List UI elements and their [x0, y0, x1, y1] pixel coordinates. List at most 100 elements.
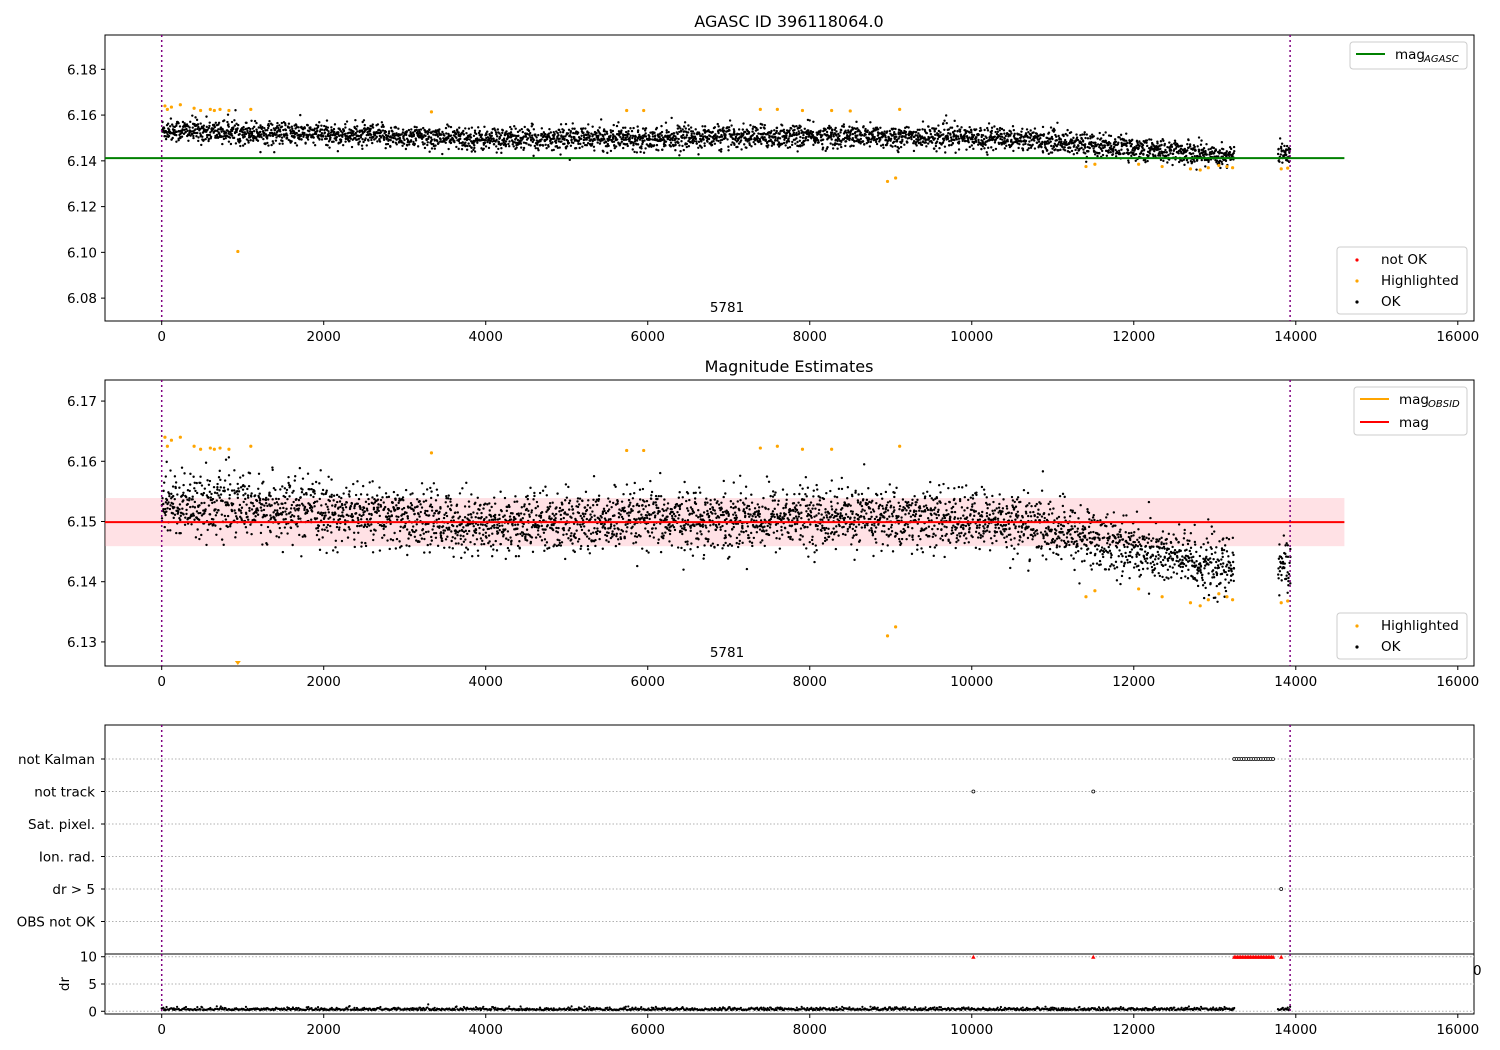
- agasc-ok-point: [255, 121, 258, 125]
- agasc-ok-point: [236, 127, 239, 130]
- agasc-highlighted-point: [163, 104, 167, 108]
- agasc-ok-point: [1012, 128, 1016, 132]
- agasc-legend-entry-not-ok: not OK: [1381, 252, 1428, 268]
- agasc-ok-point: [1066, 128, 1069, 132]
- agasc-ok-point: [268, 119, 271, 123]
- agasc-ok-point: [280, 133, 283, 136]
- agasc-ok-point: [1089, 137, 1092, 140]
- agasc-ok-point: [773, 129, 776, 132]
- estimates-ok-point: [302, 493, 306, 496]
- agasc-ok-point: [782, 141, 786, 145]
- agasc-ok-point: [402, 134, 406, 137]
- agasc-ok-point: [1197, 148, 1201, 151]
- estimates-ok-point: [249, 523, 252, 526]
- agasc-ok-point: [394, 126, 398, 129]
- estimates-ok-point: [315, 533, 319, 537]
- agasc-ok-point: [495, 151, 498, 154]
- agasc-ok-point: [359, 134, 363, 137]
- estimates-ok-point: [378, 549, 382, 552]
- agasc-ok-point: [897, 147, 901, 150]
- agasc-ok-point: [514, 127, 517, 130]
- estimates-ok-point: [193, 506, 197, 509]
- estimates-ok-point: [285, 522, 288, 526]
- estimates-ok-point: [348, 528, 351, 531]
- estimates-ok-point: [277, 497, 280, 501]
- agasc-ok-point: [223, 119, 226, 122]
- agasc-ok-point: [235, 122, 238, 125]
- estimates-ok-point: [228, 497, 231, 500]
- estimates-ok-point: [218, 469, 221, 473]
- estimates-ok-point: [274, 488, 277, 492]
- agasc-ok-point: [904, 133, 908, 136]
- agasc-ok-point: [315, 123, 318, 127]
- agasc-ok-point: [358, 140, 361, 143]
- agasc-ok-point: [275, 133, 278, 136]
- agasc-ok-point: [573, 136, 576, 139]
- estimates-ok-point: [168, 494, 171, 498]
- agasc-ok-point: [582, 141, 585, 145]
- agasc-ok-point: [188, 126, 191, 129]
- agasc-ok-point: [716, 122, 719, 126]
- agasc-highlighted-point: [1084, 164, 1088, 169]
- agasc-ok-point: [1039, 145, 1043, 148]
- agasc-ok-point: [280, 136, 284, 139]
- agasc-ok-point: [617, 130, 621, 133]
- agasc-ok-point: [196, 127, 199, 131]
- agasc-ok-point: [435, 130, 438, 134]
- agasc-ok-point: [1046, 139, 1049, 143]
- agasc-ok-point: [592, 145, 596, 148]
- agasc-ok-point: [781, 142, 784, 146]
- agasc-ok-point: [1158, 152, 1162, 155]
- agasc-ok-point: [1169, 149, 1173, 152]
- agasc-ok-point: [439, 133, 443, 136]
- estimates-ok-point: [210, 492, 213, 496]
- agasc-ok-point: [1076, 147, 1079, 150]
- estimates-ok-point: [172, 494, 175, 498]
- agasc-ok-point: [931, 137, 935, 140]
- estimates-ok-point: [234, 531, 238, 534]
- agasc-ok-point: [715, 139, 718, 142]
- agasc-ok-point: [920, 143, 924, 147]
- agasc-ok-point: [719, 150, 723, 153]
- agasc-ok-point: [775, 129, 778, 133]
- estimates-ok-point: [386, 512, 390, 515]
- agasc-ok-point: [1101, 144, 1104, 147]
- agasc-ok-point: [238, 137, 242, 141]
- agasc-ok-point: [1175, 150, 1179, 154]
- agasc-ok-point: [281, 139, 284, 143]
- estimates-ok-point: [394, 547, 398, 550]
- estimates-ok-point: [301, 488, 304, 491]
- agasc-highlighted-point: [236, 249, 240, 254]
- estimates-ok-point: [269, 514, 272, 517]
- agasc-ok-point: [458, 141, 461, 145]
- agasc-ok-point: [713, 126, 717, 129]
- agasc-ok-point: [947, 128, 951, 131]
- agasc-ok-point: [867, 136, 870, 139]
- agasc-ok-point: [232, 126, 235, 129]
- agasc-ok-point: [925, 145, 928, 148]
- estimates-ok-point: [436, 544, 440, 548]
- agasc-ok-point: [1195, 158, 1199, 162]
- estimates-ok-point: [247, 518, 250, 521]
- agasc-ok-point: [614, 136, 618, 140]
- agasc-ok-point: [669, 145, 673, 148]
- agasc-ok-point: [579, 142, 582, 146]
- agasc-ok-point: [276, 121, 279, 125]
- estimates-ok-point: [371, 538, 375, 542]
- agasc-ok-point: [298, 137, 301, 141]
- agasc-ok-point: [384, 130, 388, 134]
- estimates-ok-point: [363, 510, 367, 513]
- estimates-ok-point: [314, 480, 318, 484]
- estimates-ok-point: [198, 537, 201, 541]
- estimates-plot-area: 0 2000 4000 6000 8000 10000 12000 14000 160006.1…: [67, 379, 1479, 690]
- estimates-ok-point: [237, 490, 241, 493]
- estimates-ok-point: [211, 497, 215, 501]
- agasc-ok-point: [1102, 133, 1105, 137]
- agasc-ok-point: [636, 136, 640, 140]
- agasc-ok-point: [1277, 148, 1280, 151]
- agasc-ok-point: [189, 120, 192, 124]
- agasc-ok-point: [333, 130, 336, 134]
- agasc-ok-point: [935, 141, 938, 144]
- agasc-ok-point: [1083, 146, 1087, 149]
- agasc-ok-point: [1056, 143, 1060, 146]
